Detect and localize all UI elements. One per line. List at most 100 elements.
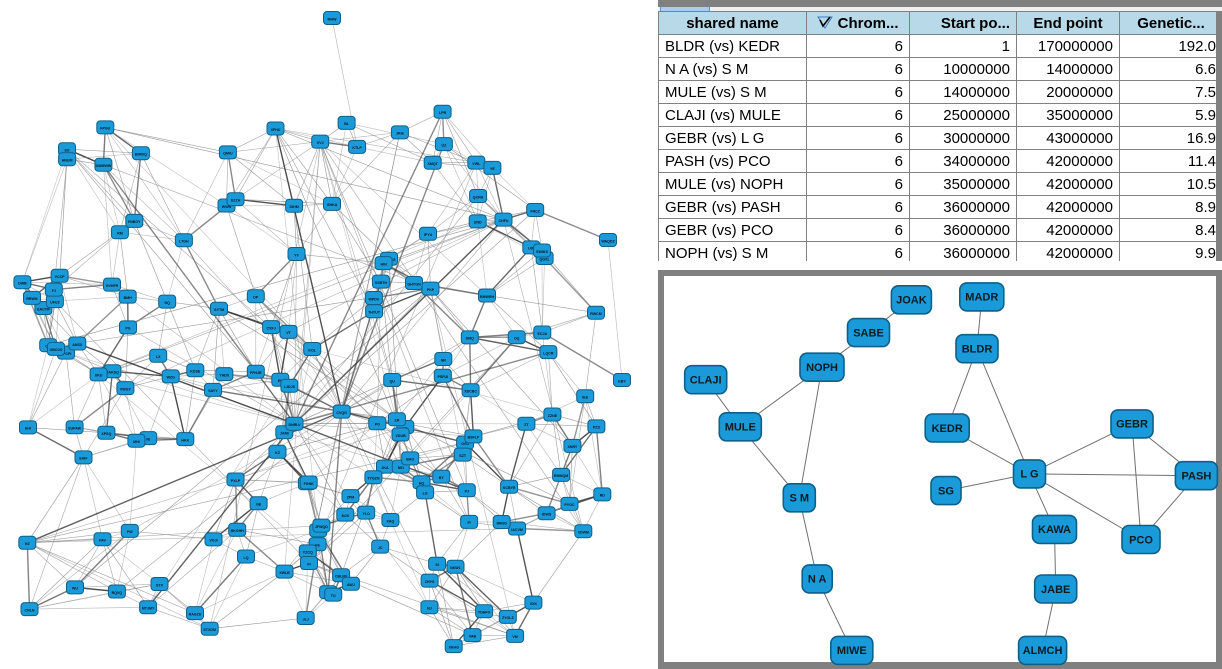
svg-text:ALMCH: ALMCH — [1023, 645, 1063, 657]
svg-text:IACVM: IACVM — [511, 528, 523, 532]
svg-text:WPDV: WPDV — [369, 297, 380, 301]
svg-text:QU: QU — [390, 379, 396, 383]
svg-text:S M: S M — [790, 493, 810, 505]
svg-text:XKU: XKU — [95, 374, 103, 378]
svg-text:MHW: MHW — [328, 17, 338, 21]
svg-text:FGNK: FGNK — [304, 482, 315, 486]
svg-text:AWJ: AWJ — [347, 583, 355, 587]
svg-text:BL: BL — [344, 122, 350, 126]
svg-text:XNRY: XNRY — [567, 445, 577, 449]
svg-text:IPYU: IPYU — [424, 233, 433, 237]
svg-text:PYOC: PYOC — [564, 503, 575, 507]
svg-text:GHKA: GHKA — [327, 203, 338, 207]
svg-text:KCBYE: KCBYE — [503, 486, 516, 490]
svg-text:RAKDQ: RAKDQ — [106, 371, 119, 375]
svg-text:UFUZ: UFUZ — [50, 300, 60, 304]
svg-text:ZPM: ZPM — [347, 495, 355, 499]
svg-text:FPGU: FPGU — [100, 127, 110, 131]
svg-text:VM: VM — [512, 635, 517, 639]
svg-text:DWMWW: DWMWW — [96, 164, 112, 168]
svg-text:MHI: MHI — [133, 440, 140, 444]
svg-text:SG: SG — [938, 485, 954, 497]
svg-text:PG: PG — [125, 327, 130, 331]
svg-text:L G: L G — [1020, 469, 1038, 481]
svg-text:CLAJI: CLAJI — [690, 375, 722, 387]
svg-text:PASH: PASH — [1182, 471, 1212, 483]
svg-text:YE: YE — [490, 167, 495, 171]
svg-text:YDHFO: YDHFO — [478, 611, 491, 615]
svg-text:FI: FI — [307, 562, 310, 566]
svg-text:BIMDQ: BIMDQ — [135, 153, 147, 157]
svg-text:IEE: IEE — [582, 396, 588, 400]
svg-text:HNUM: HNUM — [62, 159, 73, 163]
svg-text:XMQT: XMQT — [428, 162, 439, 166]
svg-text:LO: LO — [423, 492, 428, 496]
svg-text:EIAF: EIAF — [79, 457, 88, 461]
svg-text:N A: N A — [808, 574, 827, 586]
svg-text:SO: SO — [64, 149, 69, 153]
svg-text:KEDR: KEDR — [932, 423, 963, 435]
svg-text:GEBR: GEBR — [1116, 419, 1148, 431]
svg-text:JOAK: JOAK — [896, 295, 927, 307]
svg-text:RMWRH: RMWRH — [480, 295, 495, 299]
svg-text:PW: PW — [127, 530, 133, 534]
svg-text:BMH: BMH — [124, 296, 133, 300]
svg-text:KAWA: KAWA — [1038, 524, 1071, 536]
svg-text:BAO: BAO — [406, 458, 414, 462]
svg-text:XPSQ: XPSQ — [101, 432, 111, 436]
svg-text:THYUT: THYUT — [368, 311, 381, 315]
svg-text:GE: GE — [256, 503, 262, 507]
svg-text:EACYR: EACYR — [37, 307, 50, 311]
svg-text:SABE: SABE — [853, 327, 884, 339]
svg-text:PZS: PZS — [593, 426, 601, 430]
svg-text:PCO: PCO — [1129, 534, 1153, 546]
svg-text:HQ: HQ — [419, 482, 425, 486]
svg-text:SWIKS: SWIKS — [536, 250, 548, 254]
svg-text:VWL: VWL — [472, 162, 481, 166]
svg-text:UZ: UZ — [442, 143, 448, 147]
svg-text:QGXL: QGXL — [540, 257, 551, 261]
svg-text:NEI: NEI — [398, 466, 404, 470]
svg-text:CVQG: CVQG — [336, 411, 347, 415]
svg-text:PJ: PJ — [465, 490, 469, 494]
svg-text:CXFJ: CXFJ — [267, 326, 276, 330]
svg-text:VDUB: VDUB — [396, 434, 407, 438]
svg-text:XXK: XXK — [530, 602, 538, 606]
svg-text:WU: WU — [72, 587, 78, 591]
svg-text:WAQDZ: WAQDZ — [601, 239, 615, 243]
svg-text:IB: IB — [146, 437, 150, 441]
svg-text:ZYOLZ: ZYOLZ — [502, 616, 515, 620]
svg-text:RAGZU: RAGZU — [189, 612, 202, 616]
svg-text:FJ: FJ — [52, 289, 56, 293]
svg-text:XFHU: XFHU — [271, 128, 281, 132]
svg-text:WZG: WZG — [167, 376, 176, 380]
svg-text:PSFUI: PSFUI — [438, 375, 449, 379]
svg-text:MIWE: MIWE — [837, 645, 867, 657]
svg-text:LQCR: LQCR — [543, 351, 554, 355]
svg-text:JKIE: JKIE — [396, 132, 405, 136]
svg-text:NJ: NJ — [427, 607, 432, 611]
svg-text:RRWG: RRWG — [26, 297, 38, 301]
svg-text:RWCM: RWCM — [590, 312, 602, 316]
svg-text:LJDJS: LJDJS — [284, 385, 296, 389]
svg-text:LQ: LQ — [244, 556, 249, 560]
svg-text:SZT: SZT — [459, 454, 467, 458]
svg-text:XWLB: XWLB — [279, 571, 290, 575]
svg-text:VVJ: VVJ — [317, 141, 324, 145]
svg-text:RM: RM — [117, 232, 123, 236]
svg-text:OBOJO: OBOJO — [50, 348, 63, 352]
svg-text:HKK: HKK — [181, 438, 189, 442]
svg-text:BLDR: BLDR — [962, 344, 993, 356]
svg-text:QMIU: QMIU — [223, 152, 233, 156]
svg-text:VT: VT — [286, 331, 291, 335]
svg-text:XDWM: XDWM — [578, 531, 589, 535]
svg-text:QCRA: QCRA — [473, 195, 484, 199]
svg-text:STX: STX — [156, 583, 164, 587]
svg-text:NR: NR — [441, 358, 447, 362]
svg-text:KBY: KBY — [618, 379, 626, 383]
svg-text:YLO: YLO — [363, 512, 371, 516]
svg-text:JFWQD: JFWQD — [315, 525, 328, 529]
svg-text:RD: RD — [600, 494, 606, 498]
svg-text:NQ: NQ — [165, 301, 171, 305]
svg-text:MJX: MJX — [342, 514, 350, 518]
